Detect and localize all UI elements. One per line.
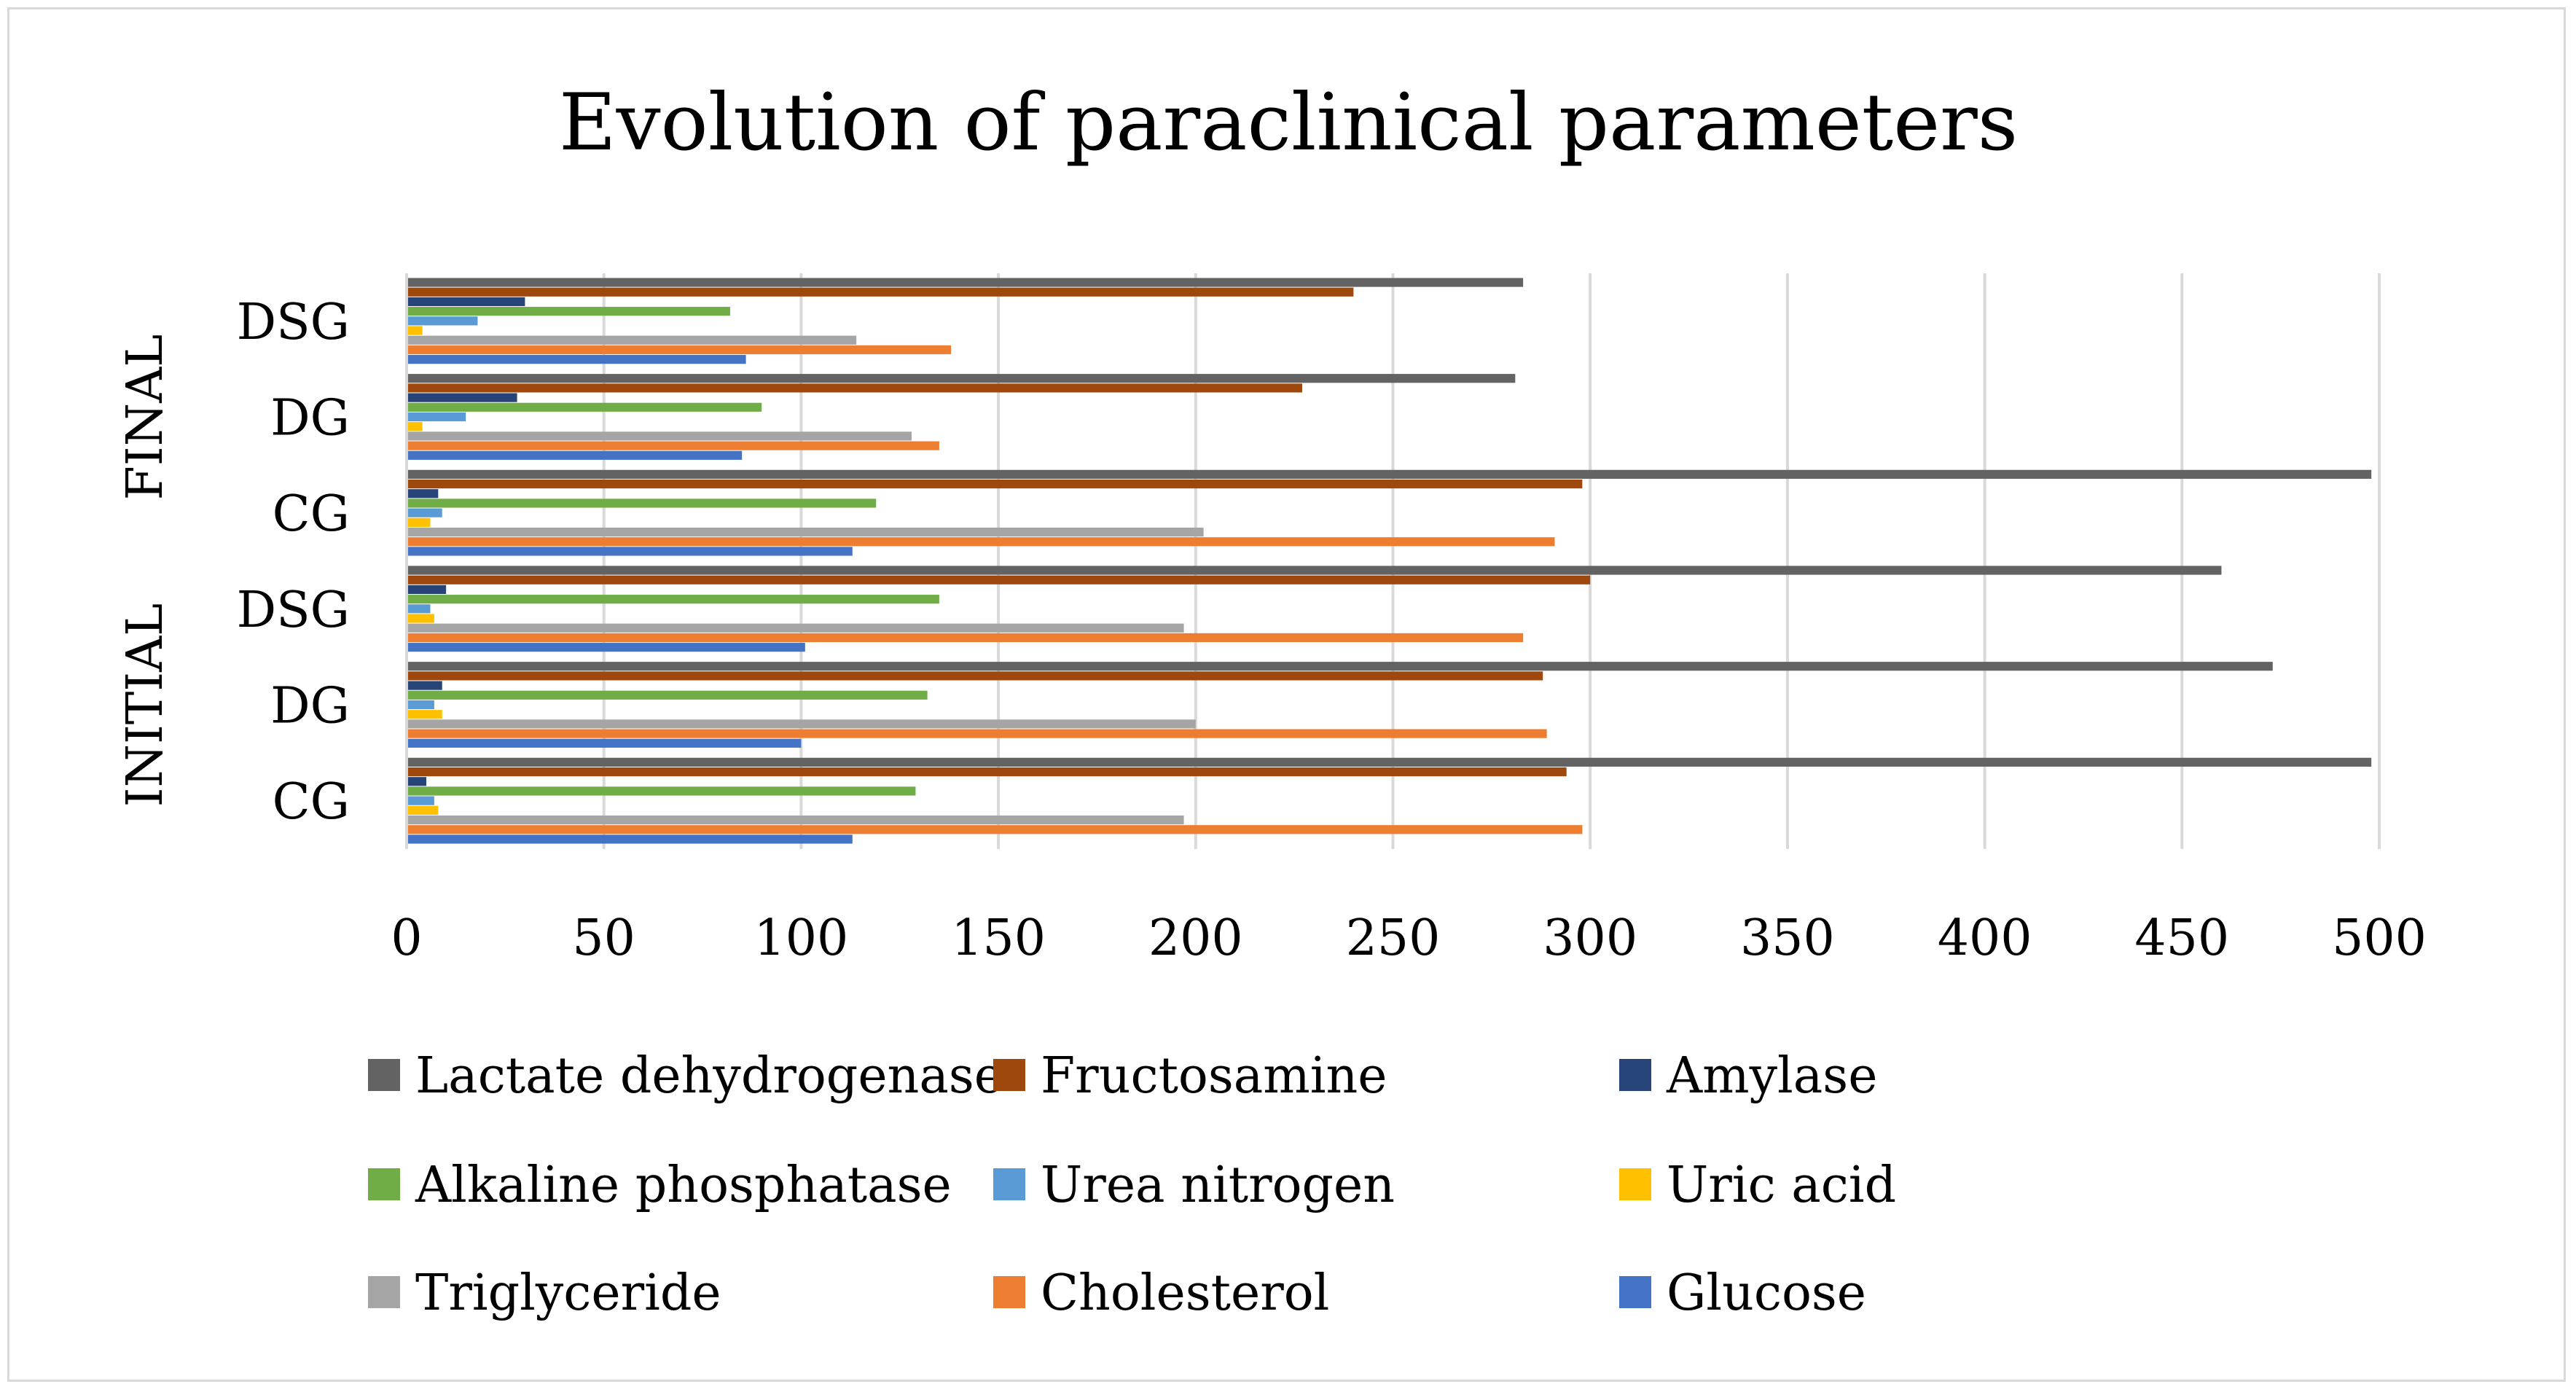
bar-glucose-initial-dg: [407, 738, 802, 748]
legend-label-cholesterol: Cholesterol: [1041, 1264, 1329, 1322]
bar-alkaline-phosphatase-initial-cg: [407, 786, 916, 796]
bar-fructosamine-final-cg: [407, 479, 1583, 489]
legend-label-urea-nitrogen: Urea nitrogen: [1041, 1157, 1395, 1214]
x-tick-label: 450: [2134, 910, 2229, 967]
legend-label-glucose: Glucose: [1667, 1264, 1866, 1322]
x-tick-label: 250: [1346, 910, 1441, 967]
bar-cholesterol-initial-dg: [407, 729, 1547, 738]
legend-swatch-glucose: [1619, 1276, 1651, 1308]
bar-urea-nitrogen-initial-dg: [407, 700, 434, 710]
legend-label-triglyceride: Triglyceride: [415, 1264, 721, 1322]
gridlines: [602, 273, 2381, 849]
bar-amylase-final-dg: [407, 393, 517, 402]
category-label: CG: [273, 773, 350, 831]
bar-cholesterol-initial-cg: [407, 825, 1583, 834]
category-label: CG: [273, 485, 350, 543]
legend-swatch-alkaline-phosphatase: [368, 1168, 400, 1200]
chart-title: Evolution of paraclinical parameters: [559, 77, 2018, 168]
bar-urea-nitrogen-final-cg: [407, 508, 442, 517]
group-label-final: FINAL: [117, 335, 174, 501]
legend-swatch-urea-nitrogen: [993, 1168, 1025, 1200]
bar-alkaline-phosphatase-initial-dg: [407, 690, 928, 700]
legend-label-alkaline-phosphatase: Alkaline phosphatase: [415, 1157, 952, 1214]
bar-amylase-initial-cg: [407, 777, 427, 786]
category-label: DSG: [237, 294, 350, 351]
bars: [407, 278, 2372, 844]
bar-urea-nitrogen-initial-dsg: [407, 604, 431, 614]
bar-fructosamine-final-dsg: [407, 287, 1354, 297]
x-tick-label: 200: [1148, 910, 1243, 967]
legend-swatch-triglyceride: [368, 1276, 400, 1308]
x-tick-label: 100: [754, 910, 849, 967]
bar-alkaline-phosphatase-final-dg: [407, 402, 762, 412]
bar-triglyceride-initial-cg: [407, 815, 1184, 825]
bar-amylase-final-cg: [407, 489, 439, 498]
bar-uric-acid-final-cg: [407, 517, 431, 527]
bar-triglyceride-initial-dg: [407, 719, 1196, 729]
bar-lactate-dehydrogenase-final-dsg: [407, 278, 1524, 287]
bar-fructosamine-initial-dsg: [407, 575, 1591, 584]
x-tick-label: 500: [2332, 910, 2427, 967]
bar-lactate-dehydrogenase-final-cg: [407, 469, 2372, 479]
bar-fructosamine-initial-dg: [407, 671, 1543, 681]
legend-swatch-amylase: [1619, 1059, 1651, 1091]
bar-amylase-initial-dsg: [407, 584, 447, 595]
bar-triglyceride-initial-dsg: [407, 623, 1184, 633]
axes: 0 50 100 150 200 250 300 350 400 450 500 CG DG DSG INI…: [117, 273, 2427, 967]
bar-cholesterol-initial-dsg: [407, 633, 1524, 643]
x-tick-label: 0: [391, 910, 422, 967]
bar-alkaline-phosphatase-final-dsg: [407, 307, 730, 316]
x-tick-label: 50: [572, 910, 635, 967]
bar-triglyceride-final-dsg: [407, 335, 857, 345]
legend-label-lactate-dehydrogenase: Lactate dehydrogenase: [415, 1047, 1003, 1105]
x-tick-label: 300: [1543, 910, 1637, 967]
x-tick-label: 150: [951, 910, 1046, 967]
bar-amylase-initial-dg: [407, 681, 442, 690]
bar-uric-acid-final-dsg: [407, 326, 423, 335]
legend-label-uric-acid: Uric acid: [1667, 1157, 1896, 1214]
category-label: DG: [270, 678, 350, 735]
bar-cholesterol-final-cg: [407, 537, 1555, 547]
bar-urea-nitrogen-final-dsg: [407, 316, 478, 326]
x-tick-label: 400: [1938, 910, 2032, 967]
bar-lactate-dehydrogenase-initial-dg: [407, 662, 2273, 671]
bar-glucose-initial-dsg: [407, 643, 805, 652]
legend-swatch-lactate-dehydrogenase: [368, 1059, 400, 1091]
legend-swatch-cholesterol: [993, 1276, 1025, 1308]
bar-uric-acid-initial-dg: [407, 710, 442, 719]
bar-triglyceride-final-cg: [407, 527, 1204, 537]
bar-lactate-dehydrogenase-final-dg: [407, 374, 1516, 383]
bar-glucose-final-cg: [407, 547, 853, 556]
bar-cholesterol-final-dg: [407, 441, 939, 450]
legend-label-fructosamine: Fructosamine: [1041, 1047, 1387, 1105]
bar-triglyceride-final-dg: [407, 431, 912, 441]
bar-glucose-initial-cg: [407, 834, 853, 844]
bar-fructosamine-initial-cg: [407, 767, 1567, 777]
bar-uric-acid-final-dg: [407, 422, 423, 431]
legend-label-amylase: Amylase: [1666, 1047, 1877, 1105]
bar-lactate-dehydrogenase-initial-dsg: [407, 566, 2222, 575]
category-label: DSG: [237, 582, 350, 639]
group-label-initial: INITIAL: [117, 603, 174, 808]
bar-lactate-dehydrogenase-initial-cg: [407, 757, 2372, 767]
bar-fructosamine-final-dg: [407, 383, 1302, 393]
bar-glucose-final-dg: [407, 450, 743, 460]
bar-uric-acid-initial-cg: [407, 805, 439, 815]
legend: Lactate dehydrogenase Fructosamine Amylase…: [368, 1047, 1896, 1322]
category-label: DG: [270, 390, 350, 447]
bar-amylase-final-dsg: [407, 297, 525, 307]
legend-swatch-uric-acid: [1619, 1168, 1651, 1200]
bar-glucose-final-dsg: [407, 355, 746, 364]
bar-urea-nitrogen-initial-cg: [407, 796, 434, 805]
bar-alkaline-phosphatase-final-cg: [407, 498, 877, 508]
bar-urea-nitrogen-final-dg: [407, 412, 466, 422]
x-tick-label: 350: [1740, 910, 1835, 967]
legend-swatch-fructosamine: [993, 1059, 1025, 1091]
bar-alkaline-phosphatase-initial-dsg: [407, 595, 939, 604]
bar-uric-acid-initial-dsg: [407, 614, 434, 623]
bar-cholesterol-final-dsg: [407, 345, 952, 355]
